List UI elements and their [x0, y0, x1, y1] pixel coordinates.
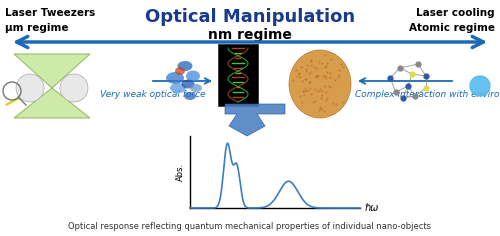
Text: Complex interaction with environment: Complex interaction with environment [355, 90, 500, 99]
Circle shape [470, 76, 490, 96]
Text: Laser Tweezers: Laser Tweezers [5, 8, 95, 18]
Text: Abs.: Abs. [176, 163, 184, 181]
Text: Laser cooling: Laser cooling [416, 8, 495, 18]
Text: Optical response reflecting quantum mechanical properties of individual nano-obj: Optical response reflecting quantum mech… [68, 222, 432, 231]
Ellipse shape [190, 84, 202, 92]
Text: Atomic regime: Atomic regime [409, 23, 495, 33]
Ellipse shape [170, 83, 186, 93]
Text: Very weak optical force: Very weak optical force [100, 90, 206, 99]
Ellipse shape [186, 71, 200, 81]
Polygon shape [14, 88, 90, 118]
Polygon shape [14, 54, 90, 88]
Text: Optical Manipulation: Optical Manipulation [145, 8, 355, 26]
Ellipse shape [182, 80, 194, 88]
Ellipse shape [289, 50, 351, 118]
Text: μm regime: μm regime [5, 23, 68, 33]
Ellipse shape [184, 92, 196, 100]
Circle shape [16, 74, 44, 102]
Text: ℏω: ℏω [365, 203, 380, 213]
Ellipse shape [166, 72, 184, 84]
Circle shape [60, 74, 88, 102]
Text: nm regime: nm regime [208, 28, 292, 42]
Ellipse shape [175, 67, 185, 75]
Ellipse shape [178, 61, 192, 71]
Polygon shape [225, 104, 285, 136]
Bar [218, 44, 258, 106]
